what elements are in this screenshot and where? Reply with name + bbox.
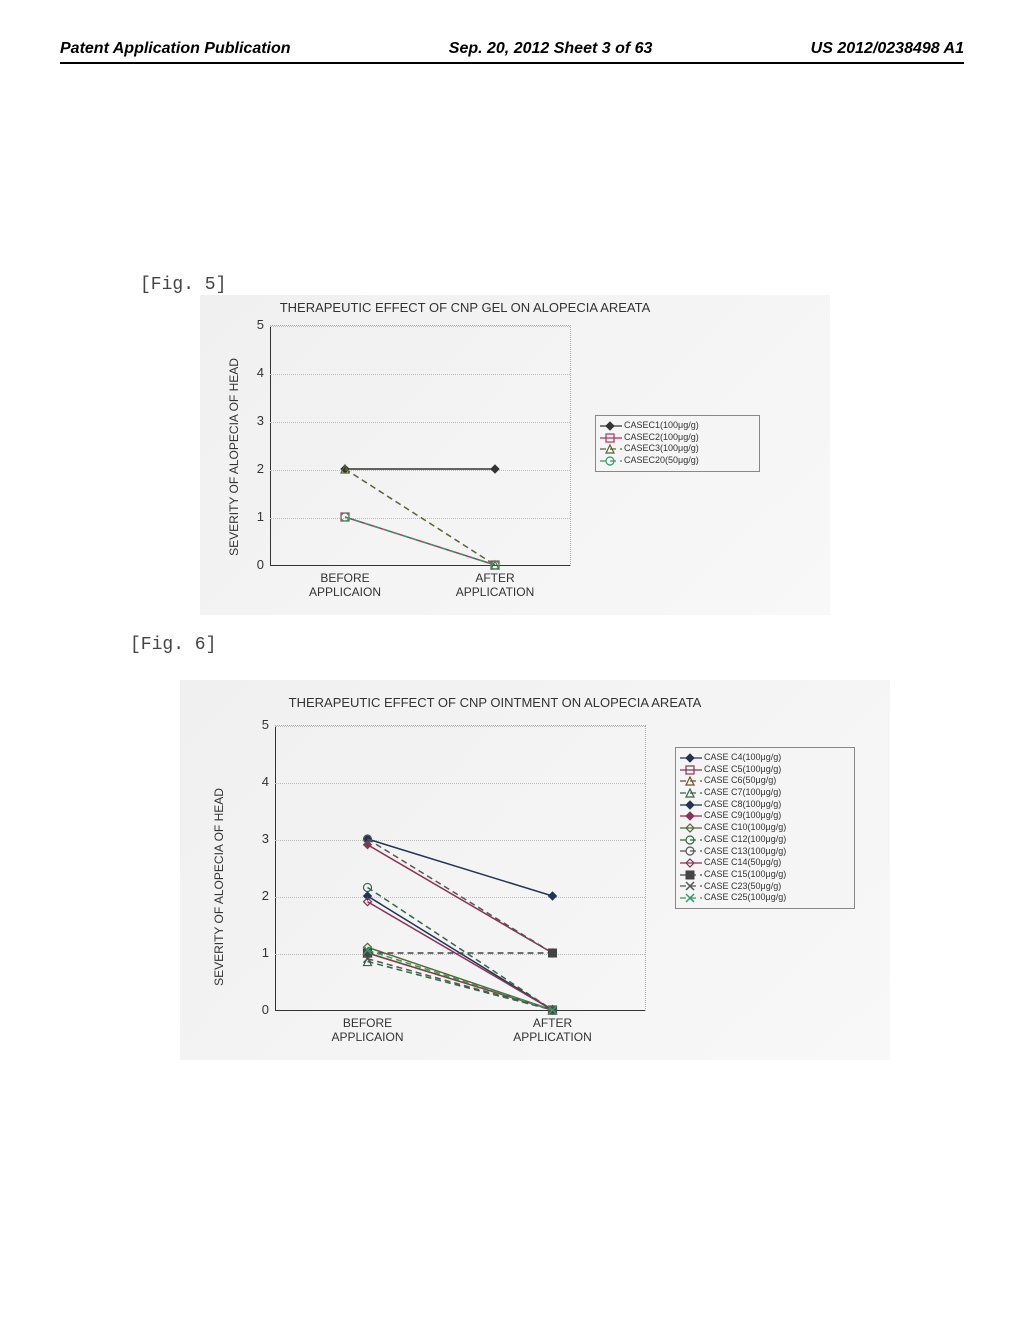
- legend-item: CASE C15(100μg/g): [680, 869, 850, 881]
- fig6-ylabel: SEVERITY OF ALOPECIA OF HEAD: [212, 788, 226, 986]
- fig6-title: THERAPEUTIC EFFECT OF CNP OINTMENT ON AL…: [260, 695, 730, 710]
- fig5-label: [Fig. 5]: [140, 275, 226, 295]
- legend-item: CASEC1(100μg/g): [600, 420, 755, 432]
- y-tick-label: 3: [244, 413, 264, 428]
- legend-item: CASEC2(100μg/g): [600, 432, 755, 444]
- legend-item: CASE C12(100μg/g): [680, 834, 850, 846]
- y-tick-label: 3: [249, 831, 269, 846]
- legend-item: CASE C13(100μg/g): [680, 846, 850, 858]
- header-center: Sep. 20, 2012 Sheet 3 of 63: [449, 40, 653, 58]
- fig6-lines-svg: [275, 725, 645, 1010]
- fig5-lines-svg: [270, 325, 570, 565]
- y-tick-label: 0: [244, 557, 264, 572]
- y-tick-label: 1: [244, 509, 264, 524]
- page-header: Patent Application Publication Sep. 20, …: [0, 40, 1024, 58]
- header-left: Patent Application Publication: [60, 40, 291, 58]
- legend-item: CASE C6(50μg/g): [680, 775, 850, 787]
- x-tick-label: AFTERAPPLICATION: [503, 1016, 603, 1045]
- legend-item: CASE C14(50μg/g): [680, 857, 850, 869]
- header-right: US 2012/0238498 A1: [811, 40, 964, 58]
- y-tick-label: 2: [244, 461, 264, 476]
- legend-item: CASE C7(100μg/g): [680, 787, 850, 799]
- header-rule: [60, 62, 964, 64]
- fig5-title: THERAPEUTIC EFFECT OF CNP GEL ON ALOPECI…: [240, 300, 690, 315]
- legend-item: CASE C9(100μg/g): [680, 810, 850, 822]
- y-tick-label: 4: [249, 774, 269, 789]
- legend-item: CASE C10(100μg/g): [680, 822, 850, 834]
- x-tick-label: BEFOREAPPLICAION: [318, 1016, 418, 1045]
- x-tick-label: BEFOREAPPLICAION: [295, 571, 395, 600]
- legend-item: CASE C25(100μg/g): [680, 892, 850, 904]
- legend-item: CASE C8(100μg/g): [680, 799, 850, 811]
- legend-item: CASE C5(100μg/g): [680, 764, 850, 776]
- y-tick-label: 5: [244, 317, 264, 332]
- y-tick-label: 4: [244, 365, 264, 380]
- fig6-x-axis: [275, 1010, 645, 1011]
- legend-item: CASEC20(50μg/g): [600, 455, 755, 467]
- fig6-label: [Fig. 6]: [130, 635, 216, 655]
- y-tick-label: 0: [249, 1002, 269, 1017]
- fig5-x-axis: [270, 565, 570, 566]
- y-tick-label: 2: [249, 888, 269, 903]
- y-tick-label: 5: [249, 717, 269, 732]
- x-tick-label: AFTERAPPLICATION: [445, 571, 545, 600]
- legend-item: CASE C4(100μg/g): [680, 752, 850, 764]
- legend-item: CASE C23(50μg/g): [680, 881, 850, 893]
- fig5-legend: CASEC1(100μg/g)CASEC2(100μg/g)CASEC3(100…: [595, 415, 760, 472]
- y-tick-label: 1: [249, 945, 269, 960]
- legend-item: CASEC3(100μg/g): [600, 443, 755, 455]
- fig6-legend: CASE C4(100μg/g)CASE C5(100μg/g)CASE C6(…: [675, 747, 855, 909]
- fig5-ylabel: SEVERITY OF ALOPECIA OF HEAD: [227, 358, 241, 556]
